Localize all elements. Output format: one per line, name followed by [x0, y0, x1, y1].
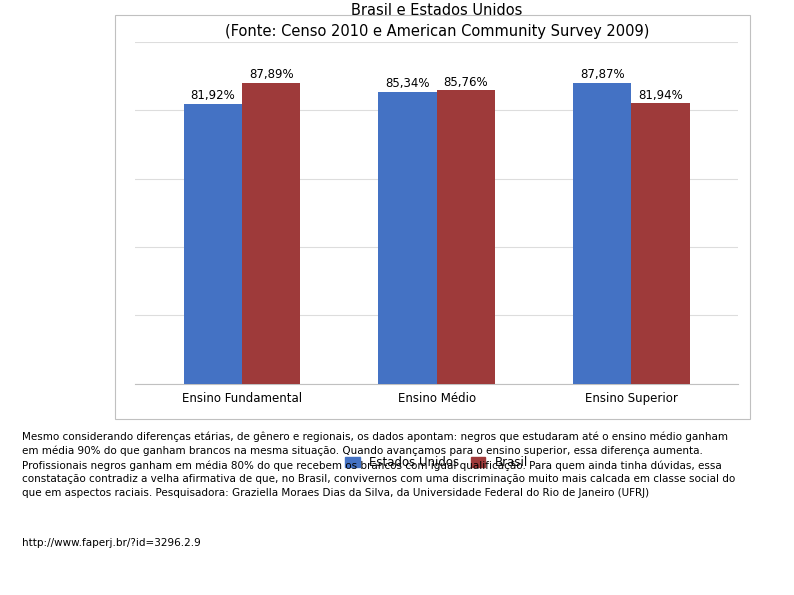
- Bar: [242, 83, 300, 384]
- Text: http://www.faperj.br/?id=3296.2.9: http://www.faperj.br/?id=3296.2.9: [22, 538, 201, 549]
- Text: 85,76%: 85,76%: [444, 76, 488, 89]
- Bar: [631, 104, 690, 384]
- Text: Razão Salário Negro/Salário Branco por nível educacional -
Brasil e Estados Unid: Razão Salário Negro/Salário Branco por n…: [222, 0, 652, 39]
- Text: 87,87%: 87,87%: [580, 68, 624, 82]
- Text: 81,94%: 81,94%: [638, 89, 683, 102]
- Bar: [573, 83, 631, 384]
- Bar: [378, 92, 437, 384]
- Bar: [437, 90, 495, 384]
- Bar: [183, 104, 242, 384]
- Text: 85,34%: 85,34%: [385, 77, 430, 90]
- Legend: Estados Unidos, Brasil: Estados Unidos, Brasil: [341, 451, 533, 474]
- Text: Mesmo considerando diferenças etárias, de gênero e regionais, os dados apontam: : Mesmo considerando diferenças etárias, d…: [22, 431, 735, 498]
- Text: 81,92%: 81,92%: [191, 89, 235, 102]
- Text: 87,89%: 87,89%: [249, 68, 294, 82]
